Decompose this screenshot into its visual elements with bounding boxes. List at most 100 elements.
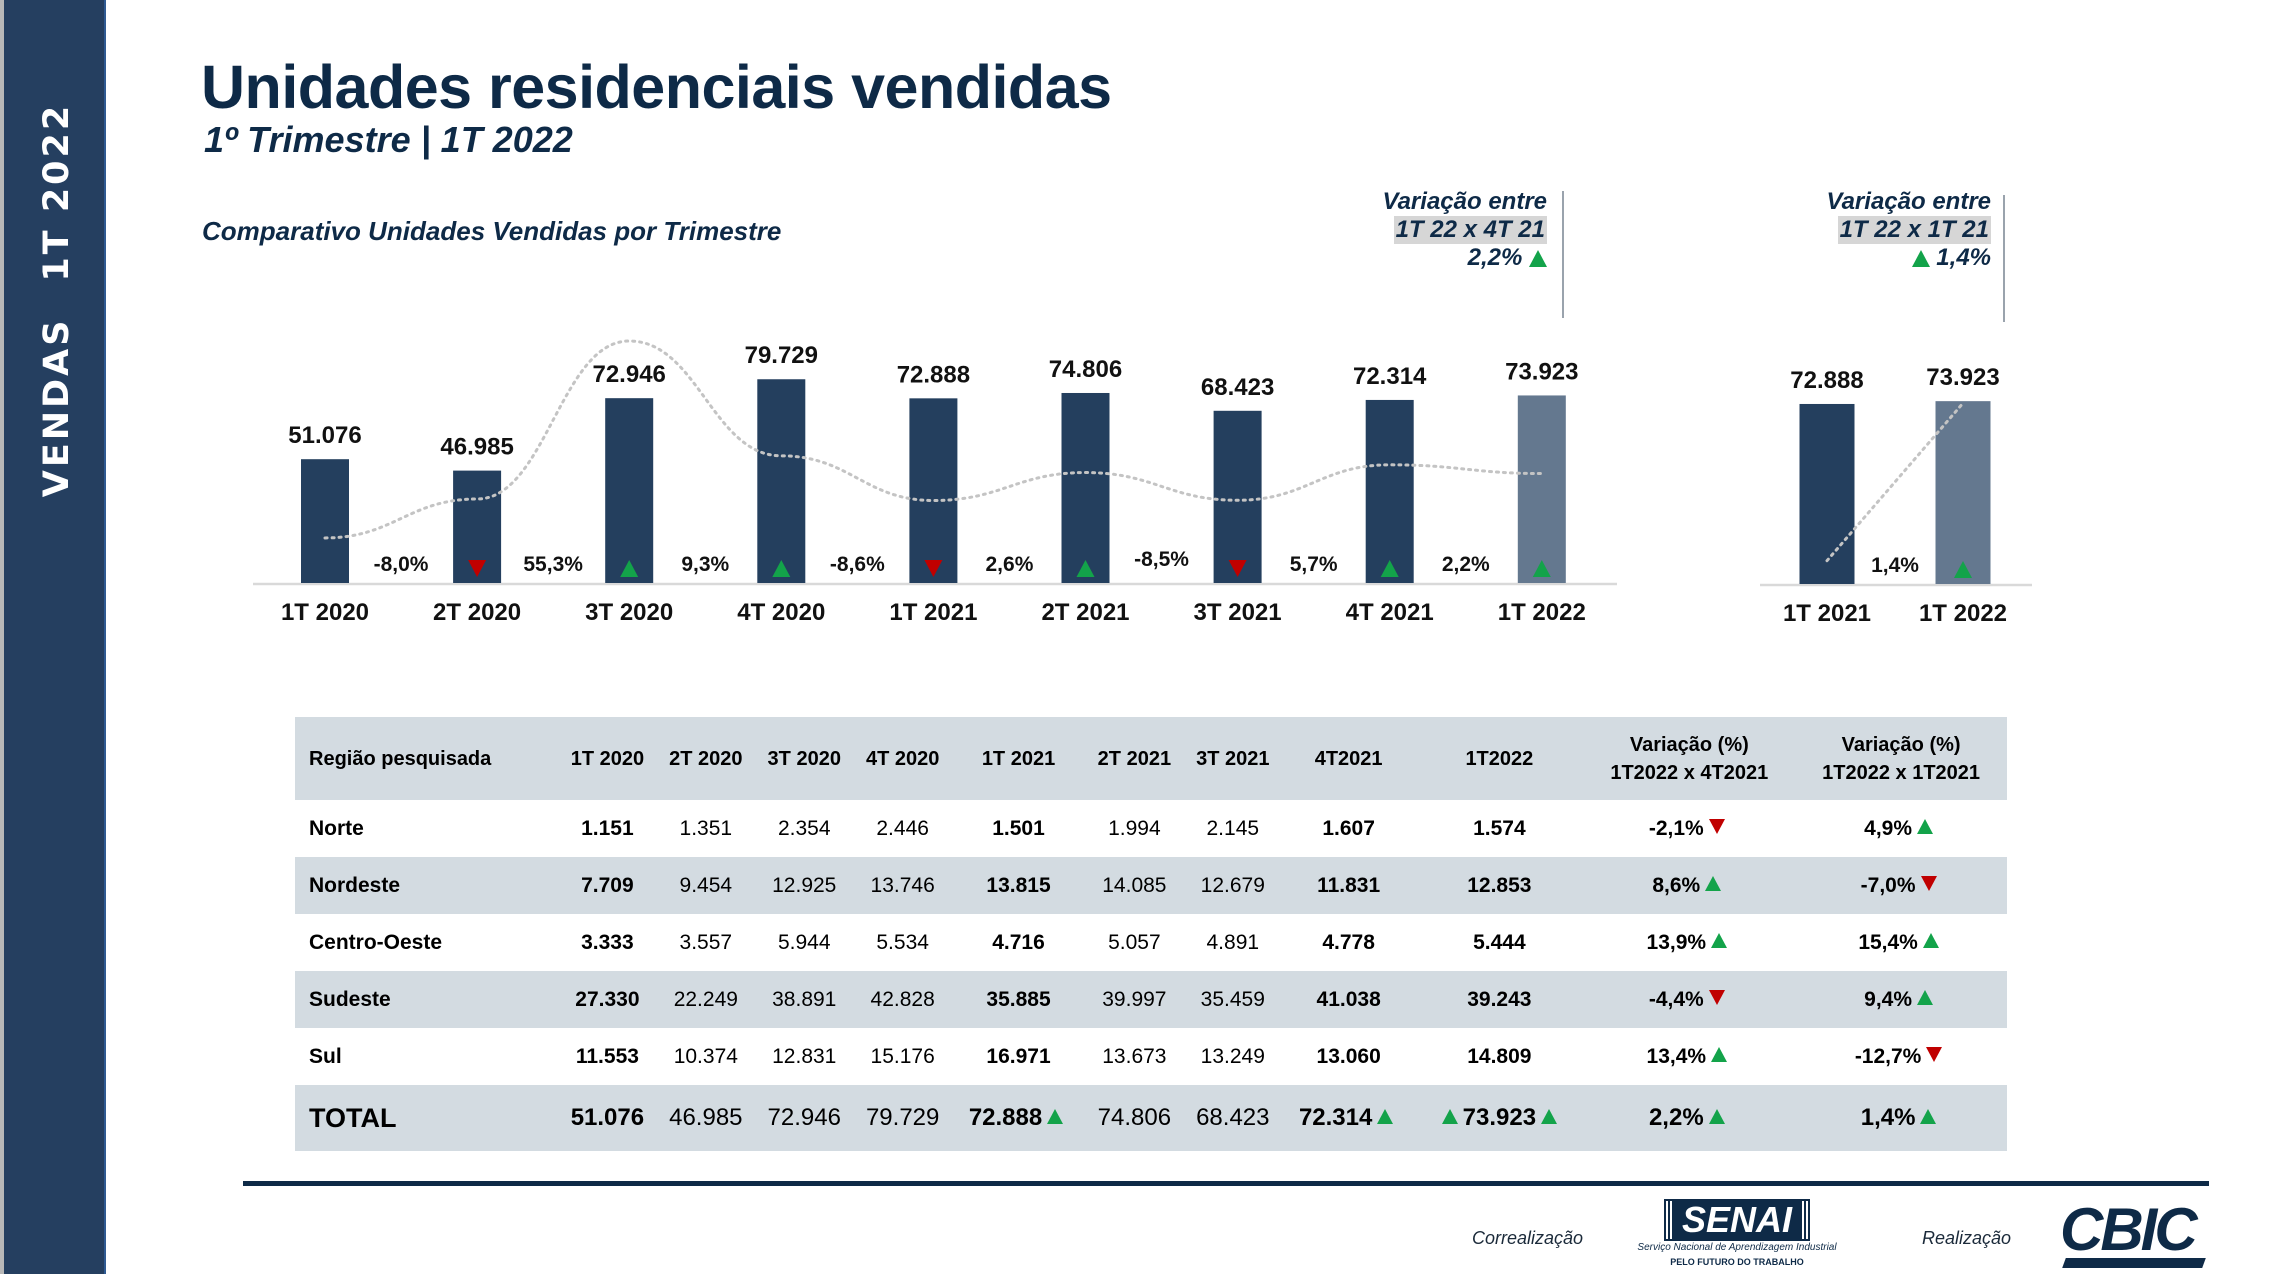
cell-value: 79.729: [865, 1104, 940, 1131]
cbic-logo-bar: [2062, 1258, 2206, 1268]
table-cell: 1.994: [1085, 800, 1183, 857]
variation-label: 2,6%: [986, 553, 1034, 576]
table-header-row: Região pesquisada 1T 2020 2T 2020 3T 202…: [295, 717, 2007, 800]
up-arrow-icon: [620, 560, 639, 577]
variation-value: -12,7%: [1854, 1044, 1922, 1068]
table-cell: 72.314: [1282, 1085, 1415, 1151]
up-arrow-icon: [1705, 876, 1722, 892]
up-arrow-icon: [1922, 933, 1939, 949]
table-cell: 12.831: [755, 1028, 853, 1085]
chart-title: Comparativo Unidades Vendidas por Trimes…: [202, 216, 782, 246]
cell-value: 51.076: [570, 1104, 645, 1131]
cell-value: 12.925: [772, 873, 837, 897]
table-cell: 35.885: [952, 971, 1085, 1028]
column-header: 4T 2020: [865, 747, 940, 770]
bar: [757, 379, 806, 583]
column-header: 2T 2020: [669, 747, 743, 770]
trend-line: [1825, 401, 1965, 563]
x-tick-label: 4T 2021: [1346, 599, 1434, 626]
cell-value: 72.888: [968, 1104, 1043, 1131]
table-cell: 72.946: [755, 1085, 853, 1151]
cell-value: 1.151: [581, 816, 634, 840]
table-cell: 73.923: [1415, 1085, 1583, 1151]
senai-logo: SENAI Serviço Nacional de Aprendizagem I…: [1630, 1199, 1844, 1274]
table-cell: 9.454: [657, 857, 755, 914]
down-arrow-icon: [1708, 819, 1725, 835]
table-cell: 5.057: [1085, 914, 1183, 971]
table-cell: 1.351: [657, 800, 755, 857]
cell-value: 4.716: [992, 930, 1045, 954]
region-name: Sudeste: [309, 987, 391, 1011]
cell-value: 72.314: [1298, 1104, 1373, 1131]
up-arrow-icon: [1529, 250, 1547, 268]
table-cell: 2.145: [1184, 800, 1282, 857]
cell-value: 16.971: [986, 1044, 1051, 1068]
bar: [1935, 401, 1991, 584]
variation-label: 9,3%: [681, 553, 729, 576]
table-cell: 51.076: [558, 1085, 656, 1151]
trend-line: [323, 339, 1544, 540]
table-cell: 5.534: [853, 914, 951, 971]
variation-cell: 13,9%: [1583, 914, 1795, 971]
variation-label: -8,6%: [830, 553, 885, 576]
cell-value: 9.454: [679, 873, 733, 897]
cell-value: 1.994: [1108, 816, 1161, 840]
table-cell: 39.997: [1085, 971, 1183, 1028]
table-row: Sul 11.553 10.374 12.831 15.176 16.971 13.673 1…: [295, 1028, 2007, 1085]
table-cell: 4.891: [1184, 914, 1282, 971]
sidebar: VENDAS 1T 2022: [0, 0, 106, 1274]
table-cell: 13.815: [952, 857, 1085, 914]
page-subtitle: 1º Trimestre | 1T 2022: [204, 119, 573, 160]
sidebar-section: VENDAS: [37, 317, 77, 498]
variation-cell: -7,0%: [1795, 857, 2007, 914]
cell-value: 3.557: [679, 930, 733, 954]
table-cell: 68.423: [1184, 1085, 1282, 1151]
bar-value-label: 51.076: [288, 422, 361, 449]
variation-value: -7,0%: [1860, 873, 1916, 897]
x-tick-label: 3T 2020: [585, 599, 673, 626]
separator-line: [1562, 191, 1564, 318]
table-cell: 1.607: [1282, 800, 1415, 857]
cell-value: 2.145: [1206, 816, 1260, 840]
senai-logo-tagline: Serviço Nacional de Aprendizagem Industr…: [1637, 1242, 1837, 1253]
variation-heading: Variação entre: [1826, 188, 1991, 215]
table-cell: 12.679: [1184, 857, 1282, 914]
table-cell: 42.828: [853, 971, 951, 1028]
cell-value: 2.446: [876, 816, 929, 840]
cell-value: 13.060: [1316, 1044, 1381, 1068]
up-arrow-icon: [1541, 1109, 1558, 1125]
table-cell: 10.374: [657, 1028, 755, 1085]
up-arrow-icon: [1047, 1109, 1064, 1125]
correalizacao-label: Correalização: [1472, 1228, 1584, 1248]
variation-value: 1,4%: [1936, 244, 1991, 271]
bar-value-label: 72.314: [1353, 363, 1427, 390]
column-header: Região pesquisada: [309, 747, 492, 770]
up-arrow-icon: [1377, 1109, 1394, 1125]
cell-value: 11.553: [575, 1044, 639, 1068]
cell-value: 14.809: [1467, 1044, 1532, 1068]
up-arrow-icon: [1954, 561, 1972, 578]
down-arrow-icon: [468, 560, 487, 577]
variation-value: 2,2%: [1467, 244, 1523, 271]
x-tick-label: 1T 2022: [1919, 600, 2007, 627]
table-row: Nordeste 7.709 9.454 12.925 13.746 13.815 14.0…: [295, 857, 2007, 914]
up-arrow-icon: [1911, 250, 1930, 268]
cell-value: 3.333: [581, 930, 634, 954]
column-header: 1T2022: [1465, 747, 1534, 770]
table-cell: 38.891: [755, 971, 853, 1028]
cell-value: 12.831: [772, 1044, 837, 1068]
table-cell: 72.888: [952, 1085, 1085, 1151]
table-row: Sudeste 27.330 22.249 38.891 42.828 35.885 39.…: [295, 971, 2007, 1028]
column-header-variation-quarter: Variação (%) 1T2022 x 4T2021: [1583, 717, 1795, 800]
table-cell: 13.060: [1282, 1028, 1415, 1085]
variation-label: 5,7%: [1290, 553, 1338, 576]
variation-heading: Variação entre: [1382, 188, 1547, 215]
cell-value: 35.459: [1200, 987, 1265, 1011]
variation-cell: 1,4%: [1795, 1085, 2007, 1151]
up-arrow-icon: [1076, 560, 1095, 577]
bar-value-label: 72.946: [592, 361, 665, 388]
cell-value: 1.607: [1322, 816, 1375, 840]
realizacao-label: Realização: [1922, 1228, 2012, 1248]
variation-label: -8,5%: [1134, 548, 1189, 571]
table-cell: 1.151: [558, 800, 656, 857]
